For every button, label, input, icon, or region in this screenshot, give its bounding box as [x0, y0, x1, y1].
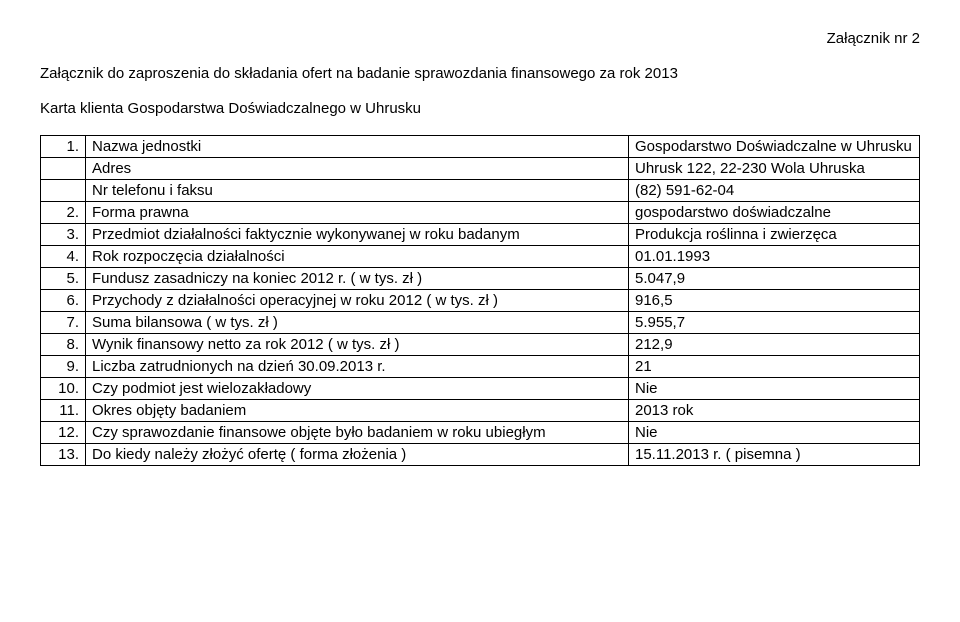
row-number: 11.	[41, 400, 86, 422]
table-row: 1.Nazwa jednostkiGospodarstwo Doświadcza…	[41, 136, 920, 158]
row-label: Fundusz zasadniczy na koniec 2012 r. ( w…	[86, 268, 629, 290]
table-row: 9.Liczba zatrudnionych na dzień 30.09.20…	[41, 356, 920, 378]
row-value: 2013 rok	[629, 400, 920, 422]
row-number	[41, 180, 86, 202]
row-value: 5.955,7	[629, 312, 920, 334]
row-value: gospodarstwo doświadczalne	[629, 202, 920, 224]
row-value: Uhrusk 122, 22-230 Wola Uhruska	[629, 158, 920, 180]
table-row: 7.Suma bilansowa ( w tys. zł )5.955,7	[41, 312, 920, 334]
row-label: Forma prawna	[86, 202, 629, 224]
row-label: Wynik finansowy netto za rok 2012 ( w ty…	[86, 334, 629, 356]
row-number: 1.	[41, 136, 86, 158]
row-number: 12.	[41, 422, 86, 444]
row-number: 6.	[41, 290, 86, 312]
table-row: 3.Przedmiot działalności faktycznie wyko…	[41, 224, 920, 246]
row-label: Przedmiot działalności faktycznie wykony…	[86, 224, 629, 246]
table-row: 11.Okres objęty badaniem2013 rok	[41, 400, 920, 422]
row-number: 4.	[41, 246, 86, 268]
row-label: Do kiedy należy złożyć ofertę ( forma zł…	[86, 444, 629, 466]
row-value: 5.047,9	[629, 268, 920, 290]
table-row: 13.Do kiedy należy złożyć ofertę ( forma…	[41, 444, 920, 466]
table-row: 2.Forma prawnagospodarstwo doświadczalne	[41, 202, 920, 224]
table-row: 4.Rok rozpoczęcia działalności01.01.1993	[41, 246, 920, 268]
row-value: (82) 591-62-04	[629, 180, 920, 202]
row-label: Okres objęty badaniem	[86, 400, 629, 422]
data-table: 1.Nazwa jednostkiGospodarstwo Doświadcza…	[40, 135, 920, 466]
row-value: 01.01.1993	[629, 246, 920, 268]
row-number: 9.	[41, 356, 86, 378]
row-label: Czy sprawozdanie finansowe objęte było b…	[86, 422, 629, 444]
row-value: Gospodarstwo Doświadczalne w Uhrusku	[629, 136, 920, 158]
row-label: Nazwa jednostki	[86, 136, 629, 158]
table-row: AdresUhrusk 122, 22-230 Wola Uhruska	[41, 158, 920, 180]
row-number	[41, 158, 86, 180]
table-row: 5.Fundusz zasadniczy na koniec 2012 r. (…	[41, 268, 920, 290]
row-value: 21	[629, 356, 920, 378]
row-value: 15.11.2013 r. ( pisemna )	[629, 444, 920, 466]
row-number: 2.	[41, 202, 86, 224]
table-row: 12.Czy sprawozdanie finansowe objęte był…	[41, 422, 920, 444]
attachment-number: Załącznik nr 2	[40, 30, 920, 47]
row-number: 8.	[41, 334, 86, 356]
table-row: 8.Wynik finansowy netto za rok 2012 ( w …	[41, 334, 920, 356]
row-label: Rok rozpoczęcia działalności	[86, 246, 629, 268]
row-label: Nr telefonu i faksu	[86, 180, 629, 202]
row-label: Adres	[86, 158, 629, 180]
row-label: Liczba zatrudnionych na dzień 30.09.2013…	[86, 356, 629, 378]
row-value: Nie	[629, 378, 920, 400]
row-label: Czy podmiot jest wielozakładowy	[86, 378, 629, 400]
table-row: 10.Czy podmiot jest wielozakładowyNie	[41, 378, 920, 400]
table-row: 6.Przychody z działalności operacyjnej w…	[41, 290, 920, 312]
row-number: 7.	[41, 312, 86, 334]
row-number: 13.	[41, 444, 86, 466]
document-title: Załącznik do zaproszenia do składania of…	[40, 65, 920, 82]
row-number: 10.	[41, 378, 86, 400]
row-value: 916,5	[629, 290, 920, 312]
row-label: Suma bilansowa ( w tys. zł )	[86, 312, 629, 334]
row-value: Nie	[629, 422, 920, 444]
table-row: Nr telefonu i faksu(82) 591-62-04	[41, 180, 920, 202]
row-value: Produkcja roślinna i zwierzęca	[629, 224, 920, 246]
row-number: 5.	[41, 268, 86, 290]
row-label: Przychody z działalności operacyjnej w r…	[86, 290, 629, 312]
client-card-title: Karta klienta Gospodarstwa Doświadczalne…	[40, 100, 920, 117]
row-number: 3.	[41, 224, 86, 246]
row-value: 212,9	[629, 334, 920, 356]
